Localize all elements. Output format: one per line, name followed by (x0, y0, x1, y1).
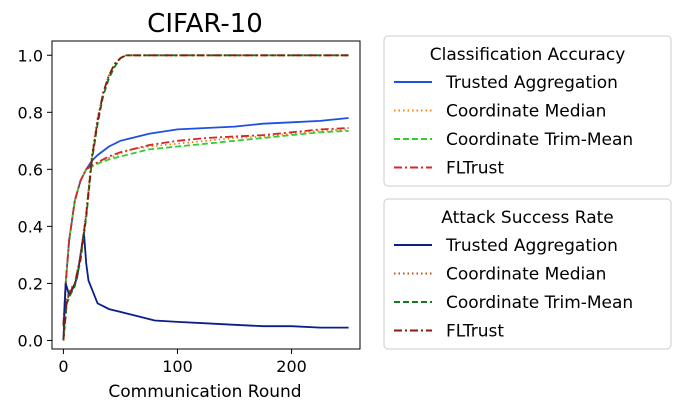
series-line-6 (62, 54, 349, 341)
y-tick-label: 0.4 (18, 217, 43, 236)
x-axis-label: Communication Round (108, 382, 301, 402)
x-axis-ticks: 0 100 200 (58, 349, 307, 376)
legend-title: Classification Accuracy (430, 45, 626, 65)
x-tick-label: 0 (58, 357, 68, 376)
series-line-0 (62, 117, 349, 327)
legend-entry-label: Trusted Aggregation (445, 236, 618, 256)
series-line-2 (62, 129, 349, 327)
series-line-3 (62, 127, 349, 327)
y-tick-label: 0.2 (18, 274, 43, 293)
legend-entry-label: Coordinate Trim-Mean (446, 293, 633, 313)
chart-title: CIFAR-10 (147, 9, 263, 39)
y-tick-label: 0.8 (18, 103, 43, 122)
y-tick-label: 0.0 (18, 331, 43, 350)
series-line-7 (62, 54, 349, 341)
x-tick-label: 200 (276, 357, 307, 376)
legend-entry-label: Coordinate Trim-Mean (446, 130, 633, 150)
series-line-4 (62, 231, 349, 341)
legend-entry-label: Trusted Aggregation (445, 73, 618, 93)
y-tick-label: 1.0 (18, 46, 43, 65)
legend-box (383, 35, 672, 187)
legend-entry-label: Coordinate Median (446, 265, 606, 285)
legend-entry-label: Coordinate Median (446, 102, 606, 122)
y-axis-ticks: 0.0 0.2 0.4 0.6 0.8 1.0 (18, 46, 52, 350)
legend-title: Attack Success Rate (441, 208, 614, 228)
series-line-1 (62, 128, 349, 327)
series-line-5 (62, 54, 349, 341)
plot-area (51, 40, 361, 350)
legend-entry-label: FLTrust (446, 322, 504, 342)
x-tick-label: 100 (162, 357, 193, 376)
legend-entry-label: FLTrust (446, 159, 504, 179)
y-tick-label: 0.6 (18, 160, 43, 179)
plot-frame (51, 40, 361, 350)
legends: Classification Accuracy Trusted Aggregati… (383, 35, 672, 350)
legend-box (383, 198, 672, 350)
